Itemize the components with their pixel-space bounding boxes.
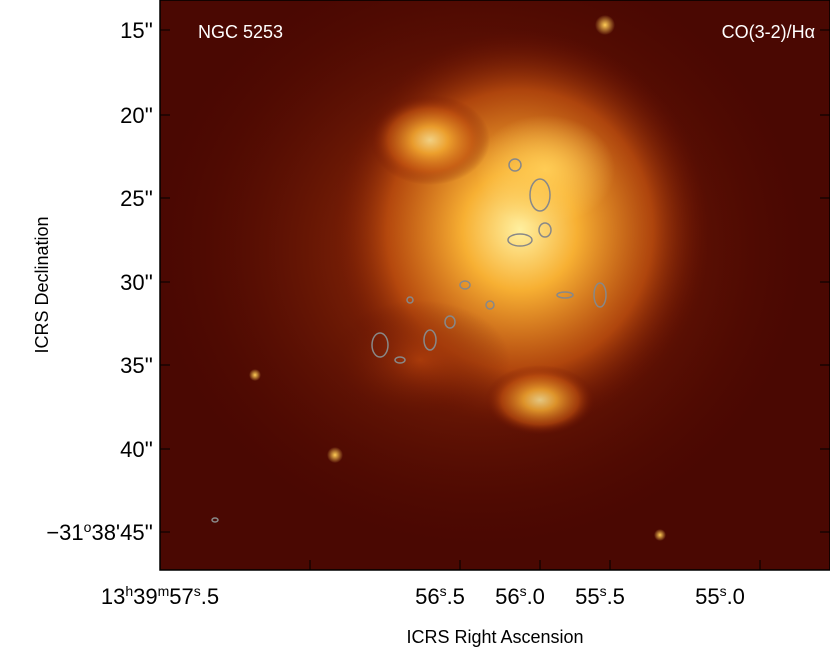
- x-tick-label: 56s.0: [495, 583, 545, 609]
- frame: [159, 0, 830, 571]
- x-tick-label: 55s.5: [575, 583, 625, 609]
- y-axis-label: ICRS Declination: [32, 216, 52, 353]
- y-tick-label: 15'': [120, 18, 153, 43]
- y-tick-label: 20'': [120, 103, 153, 128]
- x-tick-label: 13h39m57s.5: [101, 583, 219, 609]
- y-tick-label: −31o38'45'': [46, 519, 153, 545]
- x-axis-label: ICRS Right Ascension: [406, 627, 583, 647]
- image: [160, 0, 830, 570]
- x-tick-label: 56s.5: [415, 583, 465, 609]
- object-label: NGC 5253: [198, 22, 283, 42]
- y-tick-label: 35'': [120, 353, 153, 378]
- x-tick-label: 55s.0: [695, 583, 745, 609]
- line-label: CO(3-2)/Hα: [722, 22, 815, 42]
- y-tick-label: 40'': [120, 437, 153, 462]
- y-tick-label: 25'': [120, 186, 153, 211]
- ticks: 15'' 20'' 25'' 30'' 35'' 40'' −31o38'45'' 13h39…: [46, 18, 830, 609]
- y-tick-label: 30'': [120, 270, 153, 295]
